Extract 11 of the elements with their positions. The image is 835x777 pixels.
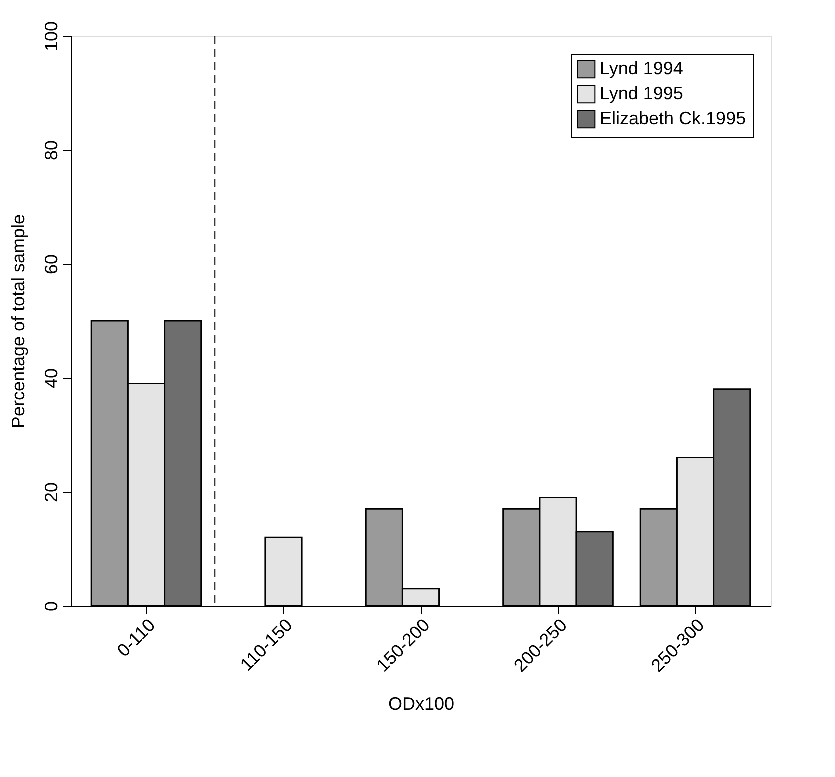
legend-label: Lynd 1994 [600,58,684,78]
y-tick-label: 60 [42,254,62,275]
y-tick-label: 0 [42,601,62,612]
y-tick-label: 80 [42,140,62,161]
y-tick-label: 20 [42,482,62,503]
y-tick-label: 100 [42,21,62,52]
y-axis-title: Percentage of total sample [8,214,28,429]
x-axis-title: ODx100 [388,694,455,714]
legend-label: Elizabeth Ck.1995 [600,108,746,128]
y-tick-label: 40 [42,368,62,389]
legend-label: Lynd 1995 [600,84,684,104]
